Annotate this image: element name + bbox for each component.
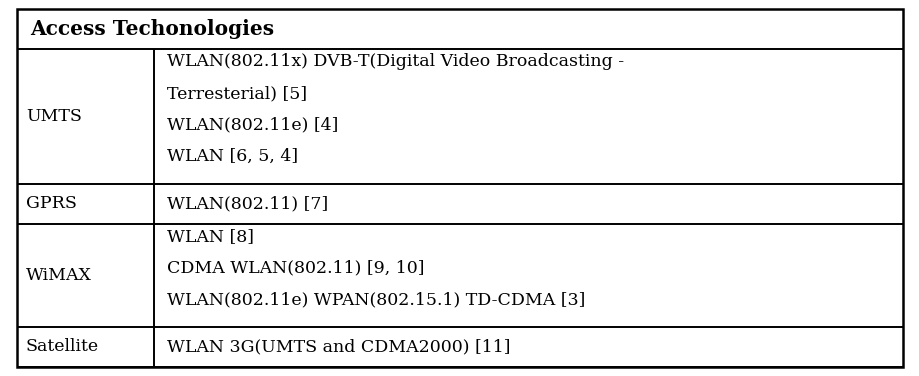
Text: UMTS: UMTS: [26, 108, 82, 125]
Text: WLAN [6, 5, 4]: WLAN [6, 5, 4]: [166, 148, 298, 165]
Text: GPRS: GPRS: [26, 195, 76, 212]
Text: WLAN 3G(UMTS and CDMA2000) [11]: WLAN 3G(UMTS and CDMA2000) [11]: [166, 338, 510, 355]
Text: WiMAX: WiMAX: [26, 267, 92, 284]
Text: WLAN(802.11) [7]: WLAN(802.11) [7]: [166, 195, 328, 212]
Text: WLAN(802.11e) WPAN(802.15.1) TD-CDMA [3]: WLAN(802.11e) WPAN(802.15.1) TD-CDMA [3]: [166, 291, 584, 308]
Text: Terresterial) [5]: Terresterial) [5]: [166, 85, 307, 102]
Text: Satellite: Satellite: [26, 338, 98, 355]
Text: Access Techonologies: Access Techonologies: [30, 19, 274, 39]
Text: WLAN(802.11x) DVB-T(Digital Video Broadcasting -: WLAN(802.11x) DVB-T(Digital Video Broadc…: [166, 53, 623, 70]
Text: WLAN(802.11e) [4]: WLAN(802.11e) [4]: [166, 117, 338, 133]
Text: CDMA WLAN(802.11) [9, 10]: CDMA WLAN(802.11) [9, 10]: [166, 259, 424, 276]
Text: WLAN [8]: WLAN [8]: [166, 228, 254, 245]
